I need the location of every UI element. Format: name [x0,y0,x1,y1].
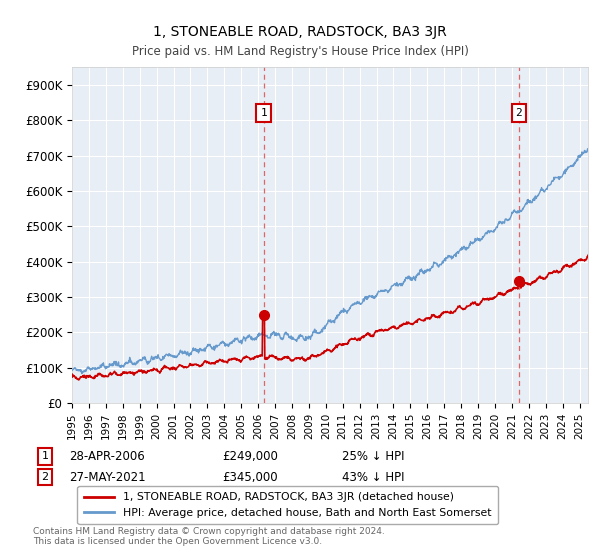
Text: 1: 1 [41,451,49,461]
Text: 1, STONEABLE ROAD, RADSTOCK, BA3 3JR: 1, STONEABLE ROAD, RADSTOCK, BA3 3JR [153,25,447,39]
Text: 27-MAY-2021: 27-MAY-2021 [69,470,146,484]
Text: £249,000: £249,000 [222,450,278,463]
Legend: 1, STONEABLE ROAD, RADSTOCK, BA3 3JR (detached house), HPI: Average price, detac: 1, STONEABLE ROAD, RADSTOCK, BA3 3JR (de… [77,486,498,524]
Text: 28-APR-2006: 28-APR-2006 [69,450,145,463]
Text: 43% ↓ HPI: 43% ↓ HPI [342,470,404,484]
Text: 25% ↓ HPI: 25% ↓ HPI [342,450,404,463]
Text: 1: 1 [260,108,267,118]
Text: 2: 2 [515,108,523,118]
Text: Price paid vs. HM Land Registry's House Price Index (HPI): Price paid vs. HM Land Registry's House … [131,45,469,58]
Text: £345,000: £345,000 [222,470,278,484]
Text: Contains HM Land Registry data © Crown copyright and database right 2024.
This d: Contains HM Land Registry data © Crown c… [33,526,385,546]
Text: 2: 2 [41,472,49,482]
